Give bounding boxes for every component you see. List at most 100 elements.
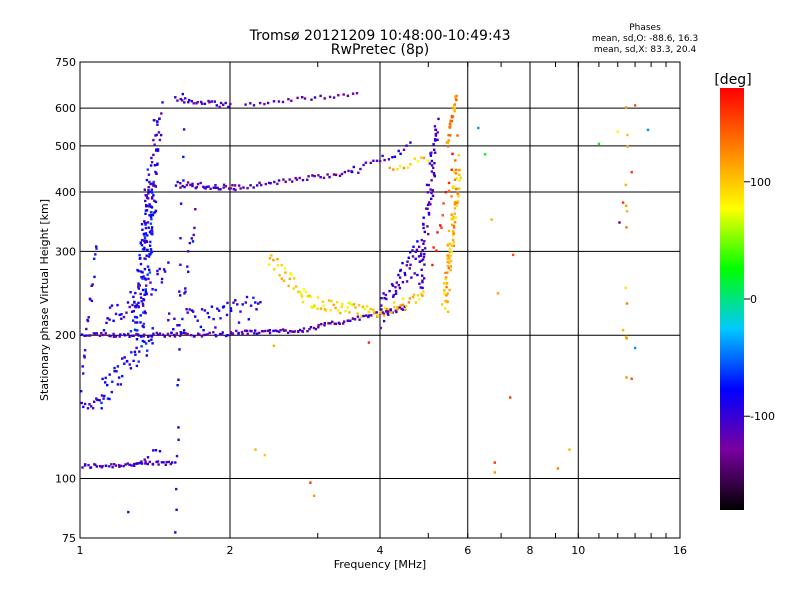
data-point: [145, 354, 148, 357]
data-point: [454, 172, 458, 175]
data-point: [104, 381, 107, 384]
data-point: [306, 295, 309, 298]
data-point: [424, 247, 427, 250]
data-point: [430, 151, 433, 154]
data-point: [625, 210, 629, 213]
data-point: [329, 309, 332, 312]
data-point: [152, 180, 155, 184]
data-point: [227, 105, 230, 109]
x-tick-label: 8: [527, 544, 534, 557]
data-point: [173, 333, 176, 337]
data-point: [196, 182, 200, 186]
data-point: [181, 317, 184, 321]
data-point: [86, 407, 90, 410]
data-point: [152, 332, 155, 335]
data-point: [150, 188, 154, 191]
data-point: [137, 360, 140, 363]
data-point: [87, 316, 90, 319]
data-point: [186, 332, 189, 336]
data-point: [429, 203, 432, 206]
data-point: [391, 284, 395, 287]
data-point: [141, 339, 144, 343]
data-point: [140, 270, 143, 273]
data-point: [425, 183, 429, 187]
data-point: [405, 304, 408, 308]
data-point: [138, 284, 141, 287]
data-point: [154, 170, 157, 174]
data-point: [149, 240, 152, 244]
data-point: [218, 332, 222, 336]
data-point: [153, 119, 156, 122]
data-point: [123, 362, 126, 365]
data-point: [139, 241, 142, 244]
data-point: [100, 401, 103, 405]
data-point: [423, 263, 426, 266]
data-point: [94, 463, 97, 466]
data-point: [122, 464, 125, 468]
data-point: [375, 311, 378, 314]
data-point: [177, 438, 180, 441]
data-point: [154, 449, 158, 452]
data-point: [407, 301, 411, 304]
data-point: [134, 306, 137, 309]
data-point: [346, 319, 350, 323]
data-point: [139, 262, 143, 266]
data-point: [417, 255, 421, 258]
data-point: [455, 177, 458, 180]
data-point: [625, 226, 628, 229]
data-point: [143, 236, 147, 239]
data-point: [323, 97, 326, 100]
data-point: [254, 301, 257, 304]
data-point: [411, 249, 414, 252]
data-point: [85, 334, 88, 337]
data-point: [443, 292, 446, 296]
data-point: [568, 448, 571, 451]
data-point: [108, 397, 111, 401]
data-point: [330, 299, 333, 303]
data-point: [216, 186, 219, 190]
data-point: [154, 209, 158, 212]
data-point: [283, 267, 286, 270]
data-point: [172, 328, 175, 331]
data-point: [86, 319, 90, 323]
data-point: [147, 189, 150, 192]
data-point: [170, 331, 173, 334]
data-point: [231, 332, 235, 335]
data-point: [306, 178, 309, 181]
data-point: [155, 172, 158, 175]
data-point: [190, 237, 193, 240]
data-point: [183, 101, 186, 104]
data-point: [444, 191, 447, 194]
data-point: [453, 201, 457, 204]
data-point: [338, 322, 341, 325]
data-point: [446, 257, 449, 260]
data-point: [420, 238, 423, 242]
data-point: [303, 97, 307, 100]
data-point: [448, 288, 451, 292]
data-point: [446, 300, 449, 303]
data-point: [182, 155, 185, 159]
data-point: [450, 120, 453, 123]
data-point: [433, 138, 437, 141]
data-point: [151, 463, 155, 466]
data-point: [447, 229, 451, 233]
data-point: [183, 185, 186, 189]
data-point: [179, 263, 182, 266]
data-point: [630, 171, 633, 174]
data-point: [453, 178, 457, 181]
data-point: [359, 167, 362, 171]
data-point: [104, 464, 108, 467]
data-point: [196, 101, 199, 104]
data-point: [496, 292, 500, 295]
data-point: [437, 117, 440, 121]
data-point: [136, 321, 139, 324]
data-point: [127, 332, 130, 336]
data-point: [326, 173, 329, 176]
data-point: [152, 153, 155, 157]
data-point: [184, 97, 187, 100]
data-point: [100, 407, 103, 410]
data-point: [444, 276, 448, 279]
data-point: [139, 321, 142, 324]
data-point: [253, 332, 256, 335]
data-point: [445, 285, 448, 289]
